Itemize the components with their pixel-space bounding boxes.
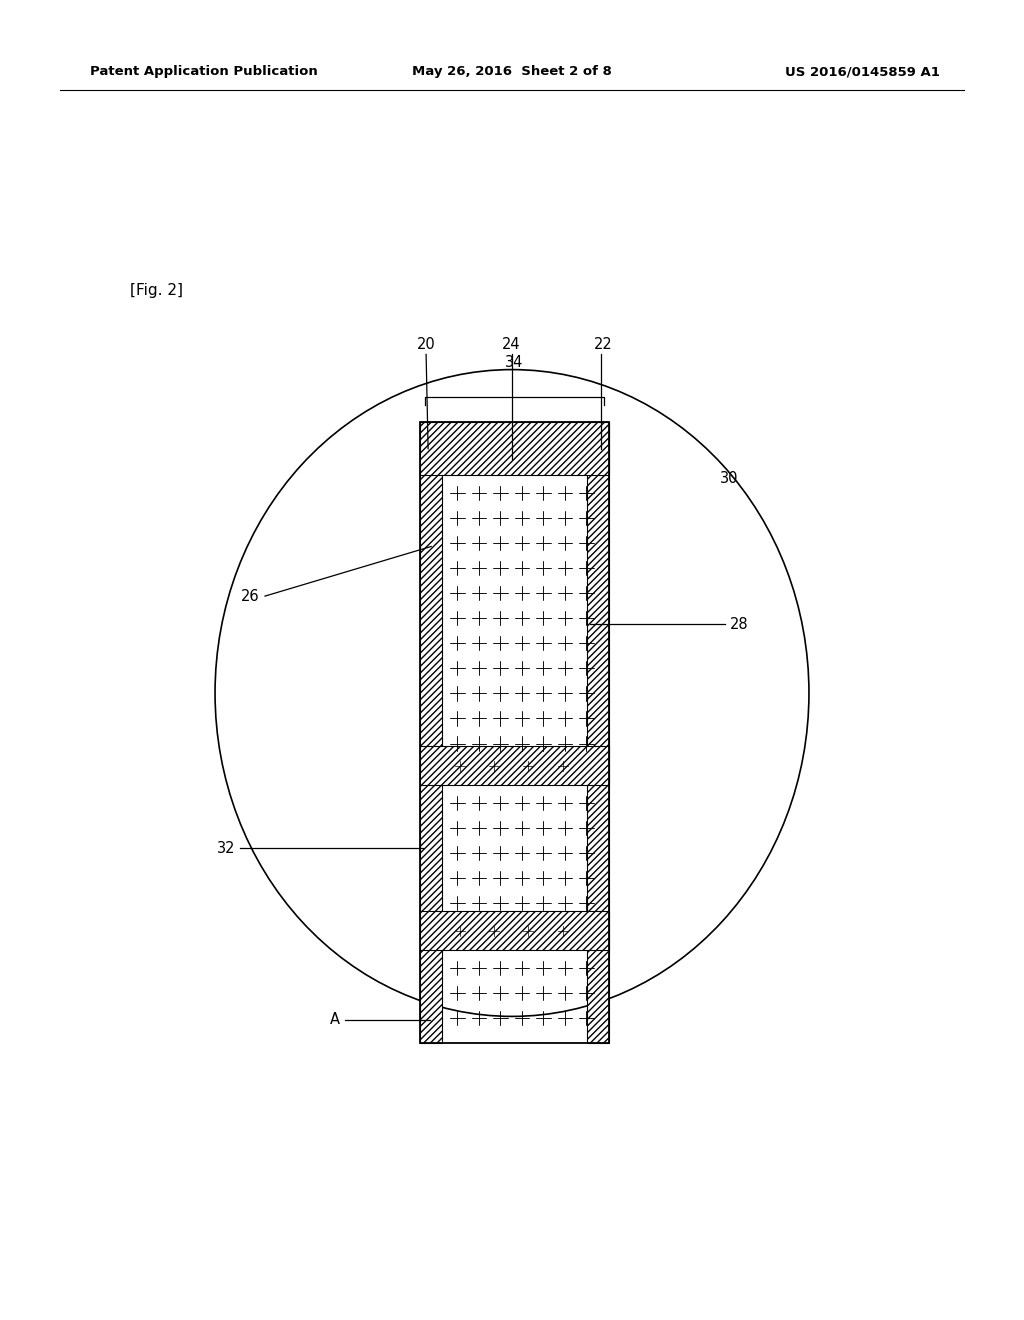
Bar — [420, 911, 609, 950]
Text: Patent Application Publication: Patent Application Publication — [90, 66, 317, 78]
Text: 28: 28 — [730, 616, 749, 631]
Bar — [587, 422, 609, 1043]
Text: May 26, 2016  Sheet 2 of 8: May 26, 2016 Sheet 2 of 8 — [412, 66, 612, 78]
Bar — [420, 422, 609, 475]
Text: 24: 24 — [502, 338, 521, 352]
Text: 26: 26 — [242, 589, 260, 603]
Text: 34: 34 — [506, 355, 523, 371]
Bar — [420, 422, 609, 1043]
Text: 22: 22 — [594, 338, 612, 352]
Bar — [420, 746, 609, 785]
Bar — [420, 422, 442, 1043]
Text: US 2016/0145859 A1: US 2016/0145859 A1 — [785, 66, 940, 78]
Text: 30: 30 — [720, 471, 738, 486]
Text: 20: 20 — [417, 338, 435, 352]
Text: 32: 32 — [216, 841, 234, 855]
Text: [Fig. 2]: [Fig. 2] — [130, 282, 183, 297]
Text: A: A — [330, 1012, 340, 1027]
